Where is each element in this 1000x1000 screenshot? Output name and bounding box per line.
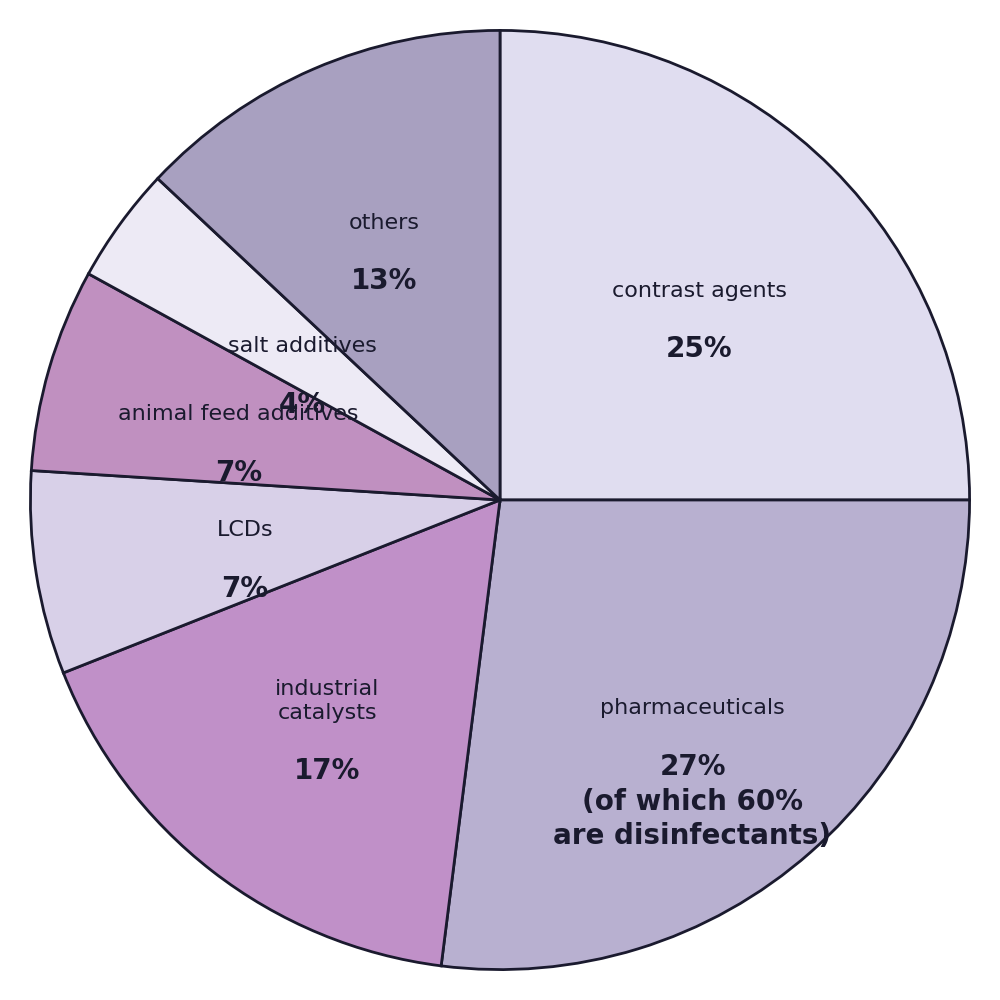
Text: 25%: 25% (666, 301, 733, 363)
Text: 7%: 7% (221, 540, 268, 603)
Wedge shape (500, 30, 970, 500)
Wedge shape (31, 274, 500, 500)
Text: salt additives: salt additives (228, 336, 377, 356)
Text: LCDs: LCDs (217, 520, 273, 540)
Text: 27%
(of which 60%
are disinfectants): 27% (of which 60% are disinfectants) (553, 718, 832, 850)
Wedge shape (89, 179, 500, 500)
Text: 17%: 17% (294, 723, 361, 785)
Text: others: others (349, 213, 420, 233)
Text: industrial
catalysts: industrial catalysts (275, 679, 380, 723)
Wedge shape (158, 30, 500, 500)
Text: animal feed additives: animal feed additives (118, 404, 359, 424)
Text: 7%: 7% (215, 424, 262, 487)
Wedge shape (63, 500, 500, 966)
Text: 13%: 13% (351, 233, 418, 295)
Text: 4%: 4% (279, 356, 326, 419)
Text: pharmaceuticals: pharmaceuticals (600, 698, 785, 718)
Text: contrast agents: contrast agents (612, 281, 787, 301)
Wedge shape (30, 471, 500, 673)
Wedge shape (441, 500, 970, 970)
